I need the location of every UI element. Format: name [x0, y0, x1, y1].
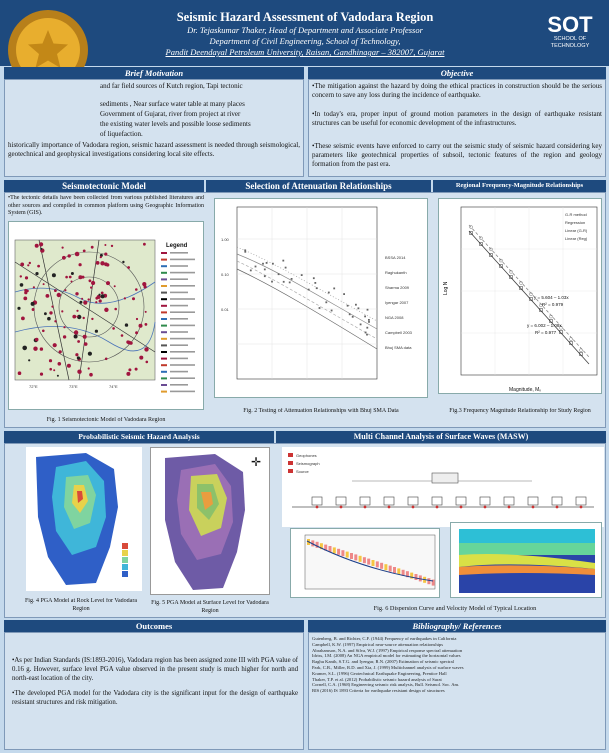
svg-text:NGA 2008: NGA 2008: [385, 315, 404, 320]
svg-text:73°E: 73°E: [69, 384, 78, 389]
masw-layout-diagram: Geophones Seismograph Source: [282, 447, 604, 527]
bibliography-item: Cornell, C.A. (1968) Engineering seismic…: [312, 682, 460, 688]
svg-text:72°E: 72°E: [29, 384, 38, 389]
objective-p2: •In today's era, proper input of ground …: [312, 110, 602, 128]
poster-title: Seismic Hazard Assessment of Vadodara Re…: [176, 10, 434, 24]
bibliography-item: Abrahamson, N.A. and Silva, W.J. (1997) …: [312, 647, 463, 653]
pga-surface-map: ✛: [150, 447, 270, 595]
bibliography-heading: Bibliography/ References: [308, 620, 606, 632]
bibliography-item: BIS (2016) IS 1893 Criteria for earthqua…: [312, 688, 445, 694]
sot-logo: SOT SCHOOL OF TECHNOLOGY: [538, 14, 602, 60]
bibliography-item: Park, C.B., Miller, R.D. and Xia, J. (19…: [312, 664, 464, 670]
sot-logo-sub2: TECHNOLOGY: [550, 43, 590, 49]
seismotectonic-text: •The tectonic details have been collecte…: [8, 195, 204, 216]
objective-heading: Objective: [308, 67, 606, 79]
seismotectonic-heading: Seismotectonic Model: [4, 180, 204, 192]
motivation-p6: historically importance of Vadodara regi…: [8, 141, 300, 159]
svg-text:Iyengar 2007: Iyengar 2007: [385, 300, 409, 305]
svg-text:Regression: Regression: [565, 220, 585, 225]
fm-equation-1: y = 5.604 – 1.03x: [534, 295, 569, 300]
bibliography-item: Gutenberg, B. and Richter, C.F. (1944) F…: [312, 636, 457, 641]
masw-heading: Multi Channel Analysis of Surface Waves …: [276, 431, 606, 443]
bibliography-item: Raghu Kanth, S.T.G. and Iyengar, R.N. (2…: [312, 659, 454, 665]
bibliography-item: Kramer, S.L. (1996) Geotechnical Earthqu…: [312, 670, 447, 676]
author-line: Dr. Tejaskumar Thaker, Head of Departmen…: [187, 25, 423, 35]
fig5-caption: Fig. 5 PGA Model at Surface Level for Va…: [151, 600, 269, 614]
map-legend-title: Legend: [166, 243, 188, 249]
svg-text:Bhuj SMA data: Bhuj SMA data: [385, 345, 412, 350]
outcomes-heading: Outcomes: [4, 620, 304, 632]
university-line: Pandit Deendayal Petroleum University, R…: [165, 47, 445, 57]
svg-text:1.00: 1.00: [221, 237, 230, 242]
sot-logo-sub1: SCHOOL OF: [553, 36, 587, 42]
svg-text:74°E: 74°E: [109, 384, 118, 389]
svg-text:Source: Source: [296, 469, 309, 474]
psha-heading: Probabilistic Seismic Hazard Analysis: [4, 431, 274, 443]
velocity-model-chart: [450, 522, 602, 598]
outcomes-box: [4, 632, 304, 750]
fm-r2-2: R² = 0.977: [535, 330, 557, 335]
frequency-heading: Regional Frequency-Magnitude Relationshi…: [433, 180, 606, 192]
svg-text:Geophones: Geophones: [296, 453, 317, 458]
svg-text:Raghukanth: Raghukanth: [385, 270, 407, 275]
fm-ylabel: Log N: [443, 281, 449, 295]
svg-text:BSSA 2014: BSSA 2014: [385, 255, 406, 260]
department-line: Department of Civil Engineering, School …: [209, 36, 401, 46]
svg-text:✛: ✛: [251, 455, 261, 469]
header-banner: [0, 0, 609, 66]
pga-rock-map: [26, 447, 142, 591]
bibliography-item: Thaker, T.P. et al. (2012) Probabilistic…: [312, 676, 442, 682]
svg-text:Sharma 2009: Sharma 2009: [385, 285, 410, 290]
fig6-caption: Fig. 6 Dispersion Curve and Velocity Mod…: [373, 605, 537, 612]
fig2-caption: Fig. 2 Testing of Attenuation Relationsh…: [243, 408, 399, 414]
fm-xlabel: Magnitude, Mᵥ: [509, 387, 541, 393]
fm-equation-2: y = 6.002 – 1.08x: [527, 323, 562, 328]
motivation-p4: the existing water levels and possible l…: [100, 120, 251, 128]
svg-text:Seismograph: Seismograph: [296, 461, 320, 466]
objective-box: [308, 79, 606, 177]
fig4-caption: Fig. 4 PGA Model at Rock Level for Vadod…: [24, 598, 138, 612]
dispersion-curve-chart: [290, 528, 440, 598]
seismotectonic-map: Legend 72°E 73°E 74°E: [8, 221, 204, 410]
svg-text:0.10: 0.10: [221, 272, 230, 277]
svg-text:G-R method: G-R method: [565, 212, 587, 217]
motivation-p3: Government of Gujarat, river from projec…: [100, 110, 241, 118]
bibliography-list: Gutenberg, B. and Richter, C.F. (1944) F…: [312, 636, 602, 748]
fig3-caption: Fig.3 Frequency Magnitude Relationship f…: [449, 408, 591, 414]
attenuation-heading: Selection of Attenuation Relationships: [206, 180, 431, 192]
motivation-p2: sediments , Near surface water table at …: [100, 100, 245, 108]
sot-logo-text: SOT: [547, 12, 593, 37]
motivation-box: [4, 79, 304, 177]
motivation-heading: Brief Motivation: [4, 67, 304, 79]
objective-p1: •The mitigation against the hazard by do…: [312, 82, 602, 100]
svg-text:0.01: 0.01: [221, 307, 230, 312]
motivation-p1: and far field sources of Kutch region, T…: [100, 82, 243, 90]
motivation-p5: of liquefaction.: [100, 130, 143, 138]
fm-r2-1: R² = 0.979: [542, 302, 564, 307]
frequency-magnitude-chart: G-R method Regression Linear (G-R) Linear (…: [438, 198, 602, 394]
fig1-caption: Fig. 1 Seismotectonic Model of Vadodara …: [46, 417, 166, 423]
svg-text:Linear (Reg): Linear (Reg): [565, 236, 588, 241]
bibliography-item: Campbell, K.W. (1997) Empirical near-sou…: [312, 641, 444, 647]
bibliography-item: Idriss, I.M. (2008) An NGA empirical mod…: [312, 653, 461, 659]
svg-text:Campbell 2003: Campbell 2003: [385, 330, 413, 335]
objective-p3: •These seismic events have enforced to c…: [312, 142, 602, 169]
svg-text:Linear (G-R): Linear (G-R): [565, 228, 588, 233]
outcomes-p1: •As per Indian Standards (IS:1893-2016),…: [12, 657, 298, 682]
attenuation-chart: BSSA 2014 Raghukanth Sharma 2009 Iyengar 20…: [214, 198, 428, 398]
outcomes-p2: •The developed PGA model for the Vadodar…: [12, 690, 298, 706]
bibliography-box: [308, 632, 606, 750]
